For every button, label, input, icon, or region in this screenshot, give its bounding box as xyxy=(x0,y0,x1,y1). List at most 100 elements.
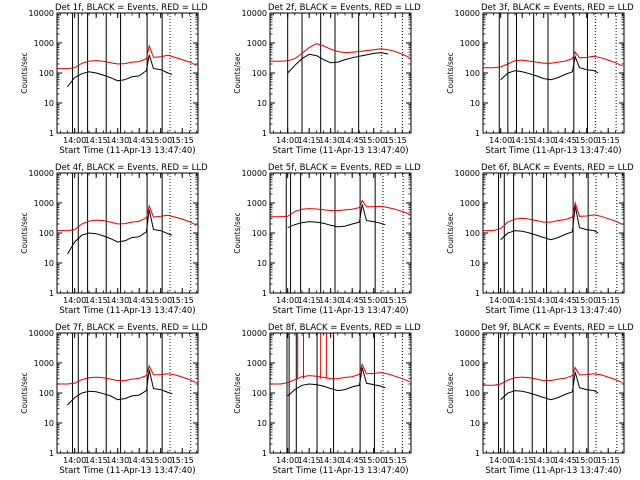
x-tick-label: 14:00 xyxy=(489,456,512,465)
y-tick-label: 1000 xyxy=(247,359,267,368)
y-tick-label: 10 xyxy=(470,419,480,428)
x-axis-label: Start Time (11-Apr-13 13:47:40) xyxy=(59,146,195,156)
x-tick-label: 15:00 xyxy=(149,136,172,145)
events-series-line xyxy=(67,369,173,406)
detector-panel-3: Det 3f, BLACK = Events, RED = LLD 1 10 100 1… xyxy=(446,3,634,156)
plot-area xyxy=(57,13,197,133)
y-axis-label: Counts/sec xyxy=(233,52,242,93)
x-tick-label: 15:00 xyxy=(362,296,385,305)
y-tick-label: 10 xyxy=(257,259,267,268)
lld-series-line xyxy=(270,362,410,385)
x-tick-label: 14:00 xyxy=(276,456,299,465)
panel-title: Det 6f, BLACK = Events, RED = LLD xyxy=(481,163,634,173)
y-tick-label: 10000 xyxy=(242,169,267,178)
lld-series-line xyxy=(57,204,197,232)
y-tick-label: 1 xyxy=(262,289,267,298)
panel-title: Det 9f, BLACK = Events, RED = LLD xyxy=(481,323,634,333)
y-tick-label: 10000 xyxy=(29,9,54,18)
y-tick-label: 10000 xyxy=(455,329,480,338)
plot-area xyxy=(483,173,623,293)
panel-title: Det 1f, BLACK = Events, RED = LLD xyxy=(55,3,208,13)
y-tick-label: 1 xyxy=(49,289,54,298)
x-tick-label: 15:15 xyxy=(171,456,194,465)
x-axis-label: Start Time (11-Apr-13 13:47:40) xyxy=(272,146,408,156)
y-tick-label: 10000 xyxy=(29,169,54,178)
y-tick-label: 100 xyxy=(252,229,267,238)
x-tick-label: 14:00 xyxy=(276,296,299,305)
x-tick-label: 14:30 xyxy=(106,456,129,465)
detector-panel-2: Det 2f, BLACK = Events, RED = LLD 1 10 100 1… xyxy=(233,3,421,156)
lld-series-line xyxy=(483,50,623,69)
x-tick-label: 15:15 xyxy=(384,456,407,465)
y-axis-label: Counts/sec xyxy=(20,372,29,413)
axes-frame xyxy=(482,12,625,134)
y-tick-label: 1 xyxy=(262,129,267,138)
detector-panel-9: Det 9f, BLACK = Events, RED = LLD 1 10 100 1… xyxy=(446,323,634,476)
x-axis-label: Start Time (11-Apr-13 13:47:40) xyxy=(272,466,408,476)
x-axis-label: Start Time (11-Apr-13 13:47:40) xyxy=(59,466,195,476)
x-tick-label: 14:45 xyxy=(128,296,151,305)
x-tick-label: 14:15 xyxy=(85,136,108,145)
x-tick-label: 15:15 xyxy=(597,456,620,465)
plot-area xyxy=(270,333,410,453)
y-axis-label: Counts/sec xyxy=(446,212,455,253)
y-tick-label: 100 xyxy=(465,69,480,78)
y-tick-label: 100 xyxy=(39,229,54,238)
y-tick-label: 1000 xyxy=(34,359,54,368)
y-tick-label: 1000 xyxy=(247,39,267,48)
y-tick-label: 10 xyxy=(44,259,54,268)
x-axis-label: Start Time (11-Apr-13 13:47:40) xyxy=(272,306,408,316)
panel-title: Det 2f, BLACK = Events, RED = LLD xyxy=(268,3,421,13)
y-tick-label: 1 xyxy=(475,289,480,298)
detector-panel-5: Det 5f, BLACK = Events, RED = LLD 1 10 100 1… xyxy=(233,163,421,316)
plot-area xyxy=(270,173,410,293)
x-tick-label: 15:00 xyxy=(575,296,598,305)
y-tick-label: 10 xyxy=(257,99,267,108)
y-tick-label: 10 xyxy=(470,259,480,268)
x-axis-label: Start Time (11-Apr-13 13:47:40) xyxy=(485,146,621,156)
x-tick-label: 14:15 xyxy=(298,296,321,305)
y-tick-label: 100 xyxy=(465,229,480,238)
x-tick-label: 14:30 xyxy=(532,456,555,465)
y-tick-label: 1000 xyxy=(460,199,480,208)
y-tick-label: 1000 xyxy=(34,39,54,48)
x-tick-label: 14:00 xyxy=(63,456,86,465)
lld-series-line xyxy=(270,43,410,62)
x-tick-label: 14:45 xyxy=(341,296,364,305)
y-tick-label: 100 xyxy=(252,389,267,398)
plot-area xyxy=(483,13,623,133)
x-tick-label: 14:15 xyxy=(511,136,534,145)
x-axis-label: Start Time (11-Apr-13 13:47:40) xyxy=(485,306,621,316)
axes-frame xyxy=(269,12,412,134)
y-tick-label: 100 xyxy=(465,389,480,398)
x-tick-label: 15:15 xyxy=(384,136,407,145)
x-tick-label: 15:00 xyxy=(149,456,172,465)
x-tick-label: 14:45 xyxy=(341,456,364,465)
x-tick-label: 14:45 xyxy=(128,456,151,465)
plot-area xyxy=(57,173,197,293)
y-tick-label: 1000 xyxy=(247,199,267,208)
lld-series-line xyxy=(57,44,197,70)
y-axis-label: Counts/sec xyxy=(233,372,242,413)
y-tick-label: 10000 xyxy=(455,9,480,18)
y-tick-label: 1 xyxy=(49,129,54,138)
lld-series-line xyxy=(483,366,623,386)
y-tick-label: 100 xyxy=(39,69,54,78)
x-tick-label: 14:30 xyxy=(106,296,129,305)
x-tick-label: 15:15 xyxy=(171,296,194,305)
x-tick-label: 14:30 xyxy=(532,296,555,305)
y-tick-label: 100 xyxy=(39,389,54,398)
x-tick-label: 14:45 xyxy=(554,456,577,465)
x-tick-label: 14:45 xyxy=(341,136,364,145)
x-tick-label: 14:30 xyxy=(319,456,342,465)
y-axis-label: Counts/sec xyxy=(20,52,29,93)
x-tick-label: 14:30 xyxy=(319,296,342,305)
x-tick-label: 14:30 xyxy=(319,136,342,145)
x-tick-label: 15:15 xyxy=(597,136,620,145)
detector-panel-7: Det 7f, BLACK = Events, RED = LLD 1 10 100 1… xyxy=(20,323,208,476)
detector-panel-6: Det 6f, BLACK = Events, RED = LLD 1 10 100 1… xyxy=(446,163,634,316)
panel-title: Det 7f, BLACK = Events, RED = LLD xyxy=(55,323,208,333)
x-tick-label: 14:45 xyxy=(554,296,577,305)
y-tick-label: 10000 xyxy=(242,329,267,338)
